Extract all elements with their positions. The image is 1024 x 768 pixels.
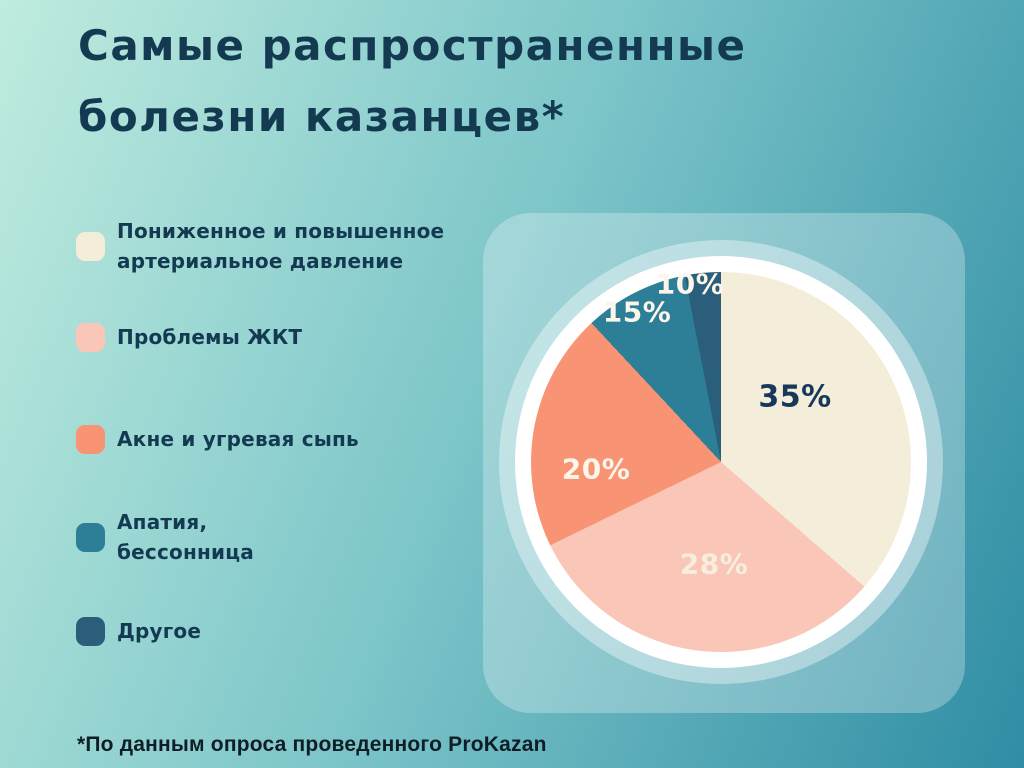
legend-swatch-apathy-insomnia <box>76 522 105 552</box>
source-footnote: *По данным опроса проведенного ProKazan <box>77 733 547 756</box>
legend-item-gi-problems: Проблемы ЖКТ <box>76 322 302 352</box>
page-title-line-2: болезни казанцев* <box>78 92 566 141</box>
page-title: Самые распространенные болезни казанцев* <box>78 10 746 152</box>
legend-swatch-gi-problems <box>76 322 105 352</box>
legend-swatch-other <box>76 616 105 646</box>
legend-item-acne: Акне и угревая сыпь <box>76 424 359 454</box>
legend-label-gi-problems: Проблемы ЖКТ <box>117 325 303 349</box>
legend-item-apathy-insomnia: Апатия, бессонница <box>76 507 254 567</box>
legend-item-blood-pressure: Пониженное и повышенное артериальное дав… <box>76 216 444 276</box>
legend-swatch-acne <box>76 424 105 454</box>
legend-label-blood-pressure: Пониженное и повышенное артериальное дав… <box>117 219 445 273</box>
legend-label-acne: Акне и угревая сыпь <box>117 427 359 451</box>
slice-label-apathy-insomnia: 15% <box>602 295 672 329</box>
slice-label-gi-problems: 28% <box>679 547 749 581</box>
chart-panel: 35% 28% 20% 15% 10% <box>483 213 965 713</box>
legend-label-apathy-insomnia: Апатия, бессонница <box>117 510 254 564</box>
slice-label-other: 10% <box>655 267 725 301</box>
page-title-line-1: Самые распространенные <box>78 21 747 70</box>
legend-swatch-blood-pressure <box>76 231 105 261</box>
legend-item-other: Другое <box>76 616 201 646</box>
pie-chart <box>531 272 911 652</box>
legend-label-other: Другое <box>117 619 202 643</box>
slice-label-acne: 20% <box>561 452 631 486</box>
slice-label-blood-pressure: 35% <box>758 379 832 415</box>
